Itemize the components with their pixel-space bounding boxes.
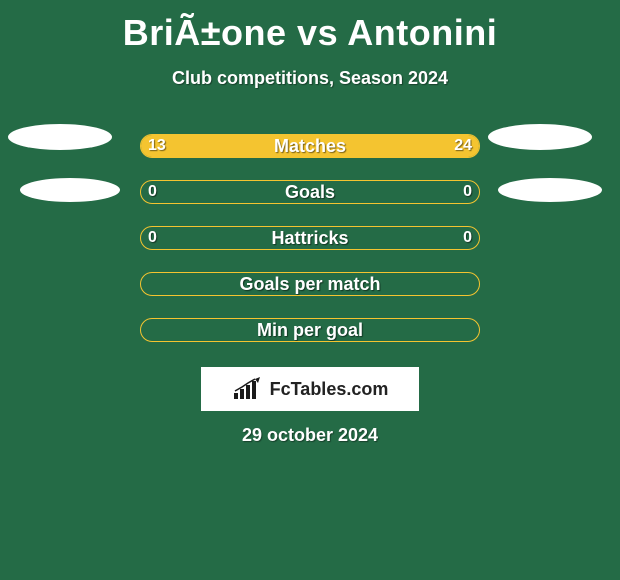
page-title: BriÃ±one vs Antonini bbox=[0, 0, 620, 54]
stat-label: Goals per match bbox=[141, 273, 479, 295]
logo-text: FcTables.com bbox=[270, 379, 389, 400]
stat-row: Hattricks0 0 bbox=[0, 215, 620, 261]
player-photo-placeholder bbox=[498, 178, 602, 202]
stat-bar: Matches bbox=[140, 134, 480, 158]
stat-bar: Goals bbox=[140, 180, 480, 204]
stat-label: Hattricks bbox=[141, 227, 479, 249]
stat-label: Goals bbox=[141, 181, 479, 203]
player-photo-placeholder bbox=[488, 124, 592, 150]
stat-rows: Matches1324Goals00Hattricks00Goals per m… bbox=[0, 123, 620, 353]
stat-value-right: 0 bbox=[463, 226, 472, 250]
stat-bar: Goals per match bbox=[140, 272, 480, 296]
stat-label: Min per goal bbox=[141, 319, 479, 341]
date-text: 29 october 2024 bbox=[0, 425, 620, 446]
stat-value-left: 0 bbox=[148, 226, 157, 250]
stat-bar: Min per goal bbox=[140, 318, 480, 342]
stat-value-left: 13 bbox=[148, 134, 166, 158]
stat-value-left: 0 bbox=[148, 180, 157, 204]
stat-row: Goals per match bbox=[0, 261, 620, 307]
player-photo-placeholder bbox=[8, 124, 112, 150]
logo-box: FcTables.com bbox=[201, 367, 419, 411]
stat-value-right: 24 bbox=[454, 134, 472, 158]
player-photo-placeholder bbox=[20, 178, 120, 202]
stat-fill-right bbox=[249, 135, 479, 157]
stat-bar: Hattricks bbox=[140, 226, 480, 250]
comparison-infographic: BriÃ±one vs Antonini Club competitions, … bbox=[0, 0, 620, 580]
subtitle: Club competitions, Season 2024 bbox=[0, 68, 620, 89]
stat-row: Min per goal bbox=[0, 307, 620, 353]
stat-value-right: 0 bbox=[463, 180, 472, 204]
logo-icon bbox=[232, 377, 266, 401]
